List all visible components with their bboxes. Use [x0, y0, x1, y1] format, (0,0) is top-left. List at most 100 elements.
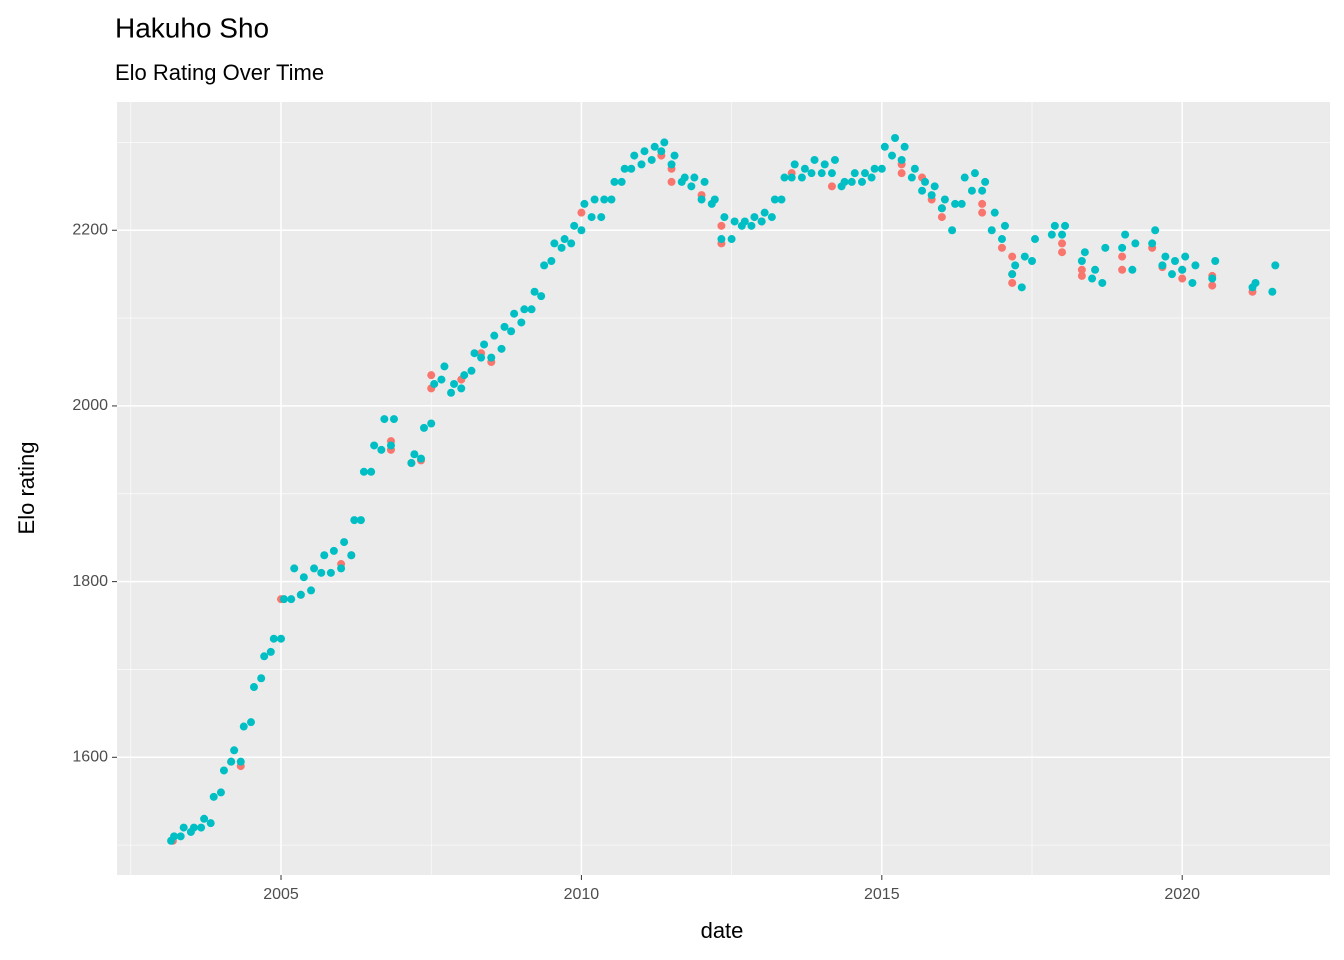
data-point	[587, 213, 596, 222]
data-point	[727, 235, 736, 244]
data-point	[957, 199, 966, 208]
data-point	[317, 568, 326, 577]
y-tick-label: 2200	[72, 221, 108, 238]
data-point	[877, 164, 886, 173]
data-point	[997, 243, 1006, 252]
data-point	[540, 261, 549, 270]
data-point	[907, 173, 916, 182]
data-point	[640, 147, 649, 156]
data-point	[1118, 252, 1127, 261]
data-point	[897, 169, 906, 178]
data-point	[219, 766, 228, 775]
data-point	[1061, 221, 1070, 230]
data-point	[1161, 252, 1170, 261]
data-point	[487, 353, 496, 362]
data-point	[978, 208, 987, 217]
data-point	[817, 169, 826, 178]
data-point	[630, 151, 639, 160]
data-point	[1077, 271, 1086, 280]
data-point	[296, 590, 305, 599]
data-point	[577, 226, 586, 235]
data-point	[1020, 252, 1029, 261]
data-point	[380, 415, 389, 424]
data-point	[970, 169, 979, 178]
data-point	[997, 235, 1006, 244]
x-axis-label: date	[701, 918, 744, 943]
data-point	[617, 177, 626, 186]
data-point	[280, 595, 289, 604]
data-point	[590, 195, 599, 204]
data-point	[420, 423, 429, 432]
data-point	[720, 213, 729, 222]
data-point	[607, 195, 616, 204]
data-point	[450, 379, 459, 388]
data-point	[820, 160, 829, 169]
data-point	[410, 450, 419, 459]
data-point	[520, 305, 529, 314]
data-point	[870, 164, 879, 173]
data-point	[747, 221, 756, 230]
data-point	[790, 160, 799, 169]
data-point	[580, 199, 589, 208]
data-point	[1151, 226, 1160, 235]
data-point	[290, 564, 299, 573]
x-tick-label: 2015	[864, 886, 900, 903]
data-point	[206, 819, 215, 828]
data-point	[246, 718, 255, 727]
data-point	[1271, 261, 1280, 270]
data-point	[1091, 265, 1100, 274]
data-point	[370, 441, 379, 450]
data-point	[1080, 248, 1089, 257]
data-point	[1058, 248, 1067, 257]
x-tick-label: 2005	[263, 886, 299, 903]
data-point	[687, 182, 696, 191]
data-point	[700, 177, 709, 186]
data-point	[1208, 281, 1217, 290]
data-point	[857, 177, 866, 186]
data-point	[386, 441, 395, 450]
data-point	[239, 722, 248, 731]
data-point	[1050, 221, 1059, 230]
data-point	[1028, 256, 1037, 265]
data-point	[1118, 265, 1127, 274]
data-point	[170, 832, 179, 841]
data-point	[797, 173, 806, 182]
y-axis-label: Elo rating	[14, 442, 39, 535]
data-point	[1098, 278, 1107, 287]
data-point	[320, 551, 329, 560]
data-point	[1167, 270, 1176, 279]
data-point	[367, 467, 376, 476]
data-point	[620, 164, 629, 173]
data-point	[600, 195, 609, 204]
data-point	[407, 459, 416, 468]
data-point	[937, 213, 946, 222]
data-point	[807, 169, 816, 178]
data-point	[867, 173, 876, 182]
data-point	[880, 142, 889, 151]
data-point	[940, 195, 949, 204]
data-point	[197, 823, 206, 832]
data-point	[350, 516, 359, 525]
data-point	[760, 208, 769, 217]
data-point	[200, 814, 209, 823]
data-point	[179, 823, 188, 832]
data-point	[1181, 252, 1190, 261]
data-point	[657, 147, 666, 156]
data-point	[277, 634, 286, 643]
data-point	[850, 169, 859, 178]
data-point	[1031, 235, 1040, 244]
data-point	[780, 173, 789, 182]
data-point	[527, 305, 536, 314]
data-point	[680, 173, 689, 182]
data-point	[637, 160, 646, 169]
data-point	[730, 217, 739, 226]
data-point	[437, 375, 446, 384]
data-point	[717, 221, 726, 230]
data-point	[557, 243, 566, 252]
y-tick-label: 2000	[72, 397, 108, 414]
data-point	[310, 564, 319, 573]
data-point	[236, 757, 245, 766]
data-point	[326, 568, 335, 577]
data-point	[1017, 283, 1026, 292]
data-point	[427, 419, 436, 428]
